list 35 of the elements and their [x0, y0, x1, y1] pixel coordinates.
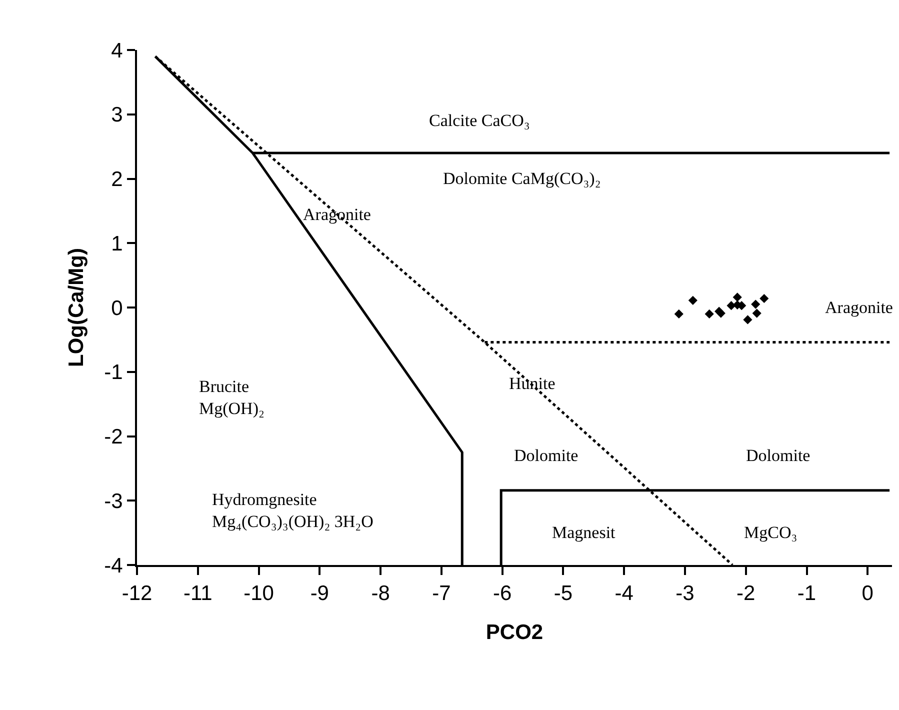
annotation: Brucite Mg(OH)₂: [199, 377, 264, 418]
x-tick-label: -9: [310, 582, 330, 606]
annotation: MgCO₃: [744, 523, 798, 542]
x-tick-label: -12: [122, 582, 152, 606]
x-tick-label: -5: [554, 582, 573, 606]
x-tick-label: -2: [736, 582, 756, 606]
annotation: Hunite: [509, 374, 556, 393]
x-tick-label: -6: [492, 582, 512, 606]
y-tick-label: -2: [104, 426, 123, 449]
y-tick-label: 2: [111, 168, 123, 192]
y-tick-label: -3: [104, 490, 123, 513]
y-axis-title: LOg(Ca/Mg): [64, 248, 88, 367]
annotation: Dolomite: [514, 446, 578, 465]
annotation: Dolomite CaMg(CO₃)₂: [443, 169, 601, 188]
x-tick-label: -7: [432, 582, 451, 606]
annotation: Calcite CaCO₃: [429, 111, 530, 130]
x-tick-label: -10: [244, 582, 274, 606]
y-tick-label: 1: [111, 232, 123, 256]
x-tick-label: -3: [676, 582, 694, 606]
y-tick-label: 0: [111, 296, 123, 320]
x-axis-title: PCO2: [486, 620, 544, 644]
y-tick-label: 3: [111, 104, 123, 127]
annotation: Aragonite: [303, 205, 371, 224]
x-tick-label: -4: [614, 582, 634, 606]
x-tick-label: -8: [371, 582, 390, 606]
annotation: Dolomite: [746, 446, 810, 465]
annotation: Aragonite: [825, 298, 893, 317]
y-tick-label: 4: [111, 39, 124, 62]
x-tick-label: -11: [183, 582, 212, 606]
y-tick-label: -1: [104, 361, 123, 384]
x-tick-label: 0: [862, 582, 874, 606]
annotation: Hydromgnesite Mg₄(CO₃)₃(OH)₂ 3H₂O: [212, 490, 374, 532]
annotation: Magnesit: [552, 523, 616, 542]
x-tick-label: -1: [797, 582, 816, 606]
y-tick-label: -4: [104, 554, 124, 578]
